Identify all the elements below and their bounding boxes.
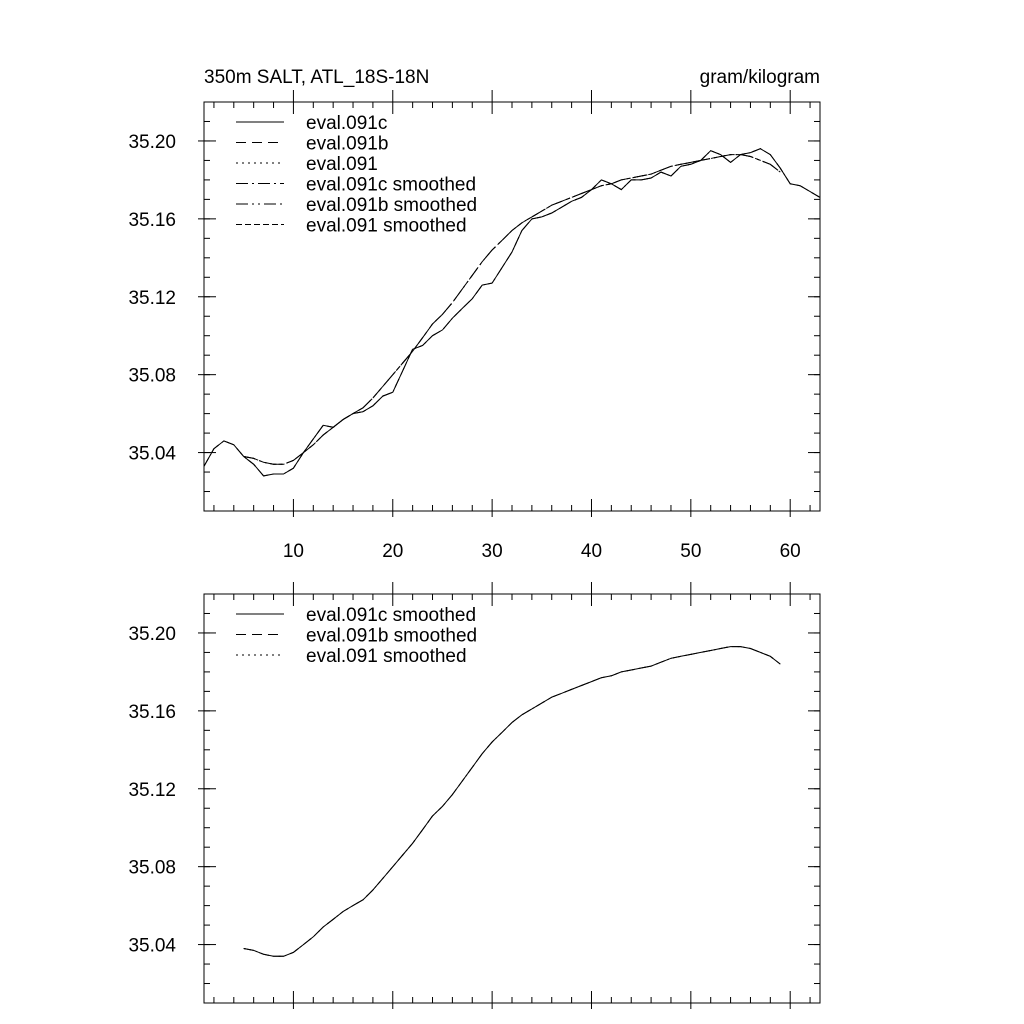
chart-title: 350m SALT, ATL_18S-18N — [204, 67, 429, 88]
legend-label: eval.091b smoothed — [306, 195, 477, 216]
x-tick-label: 20 — [382, 541, 403, 562]
x-tick-label: 10 — [283, 541, 304, 562]
legend-label: eval.091 smoothed — [306, 216, 467, 237]
legend-label: eval.091b smoothed — [306, 626, 477, 647]
series-line-6 — [243, 154, 781, 465]
legend-label: eval.091c smoothed — [306, 175, 476, 196]
units-label: gram/kilogram — [700, 67, 820, 88]
y-tick-label: 35.16 — [128, 702, 176, 723]
series-line-3 — [243, 646, 781, 957]
series-line-2 — [243, 646, 781, 957]
plot-frame — [203, 101, 821, 512]
legend-label: eval.091b — [306, 134, 388, 155]
series-line-3 — [203, 148, 821, 477]
x-tick-label: 60 — [780, 541, 801, 562]
series-line-1 — [203, 148, 821, 477]
x-tick-label: 30 — [482, 541, 503, 562]
series-line-2 — [203, 148, 821, 477]
y-tick-label: 35.08 — [128, 366, 176, 387]
x-tick-label: 40 — [581, 541, 602, 562]
legend-label: eval.091 smoothed — [306, 646, 467, 667]
y-tick-label: 35.16 — [128, 210, 176, 231]
x-tick-label: 50 — [680, 541, 701, 562]
y-tick-label: 35.20 — [128, 132, 176, 153]
y-axis: 35.04 35.08 35.12 35.16 35.20 — [128, 593, 820, 1004]
series-line-1 — [243, 646, 781, 957]
x-axis — [213, 582, 811, 1009]
bottom-chart-panel: 35.04 35.08 35.12 35.16 35.20 eval.091c smoo… — [128, 582, 821, 1009]
y-tick-label: 35.12 — [128, 288, 176, 309]
series-group — [203, 148, 821, 477]
y-tick-label: 35.08 — [128, 858, 176, 879]
y-tick-label: 35.12 — [128, 780, 176, 801]
legend-label: eval.091c — [306, 113, 387, 134]
y-tick-label: 35.04 — [128, 936, 176, 957]
legend-label: eval.091 — [306, 154, 378, 175]
y-tick-label: 35.20 — [128, 624, 176, 645]
x-axis: 10 20 30 40 50 60 — [213, 90, 811, 562]
series-group — [243, 646, 781, 957]
y-tick-label: 35.04 — [128, 444, 176, 465]
plot-frame — [203, 593, 821, 1004]
legend-label: eval.091c smoothed — [306, 605, 476, 626]
top-chart-panel: 350m SALT, ATL_18S-18N gram/kilogram 35.… — [128, 67, 821, 562]
y-axis: 35.04 35.08 35.12 35.16 35.20 — [128, 101, 820, 512]
